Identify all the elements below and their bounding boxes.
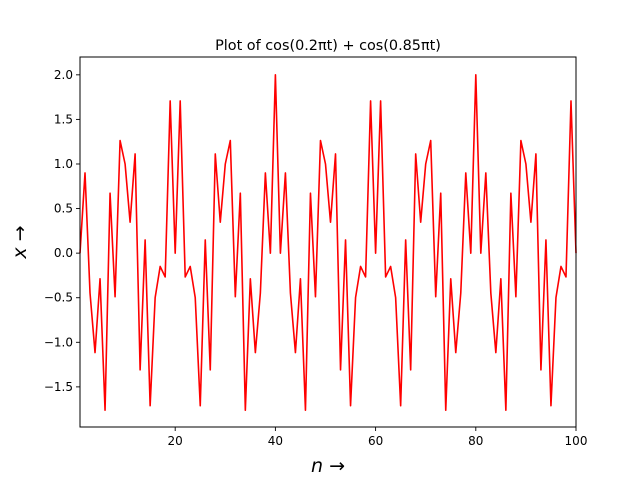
y-tick-label: 0.0 [54, 246, 73, 260]
x-tick-label: 100 [565, 434, 588, 448]
x-tick-label: 80 [468, 434, 483, 448]
x-tick-label: 40 [268, 434, 283, 448]
y-tick-label: −0.5 [44, 291, 73, 305]
y-axis-ticks: −1.5 −1.0 −0.5 0.0 0.5 1.0 1.5 2.0 [44, 68, 80, 394]
plot-area [79, 74, 577, 412]
y-tick-label: 1.5 [54, 112, 73, 126]
x-axis-ticks: 20 40 60 80 100 [168, 427, 588, 448]
y-tick-label: −1.0 [44, 335, 73, 349]
y-tick-label: 1.0 [54, 157, 73, 171]
x-tick-label: 60 [368, 434, 383, 448]
y-axis-label: x → [9, 225, 31, 259]
y-tick-label: −1.5 [44, 380, 73, 394]
x-tick-label: 20 [168, 434, 183, 448]
x-axis-label: n → [311, 455, 345, 477]
series-line-0 [79, 74, 577, 412]
y-tick-label: 2.0 [54, 68, 73, 82]
chart-title: Plot of cos(0.2πt) + cos(0.85πt) [215, 38, 441, 54]
axes-frame [79, 56, 577, 428]
y-tick-label: 0.5 [54, 202, 73, 216]
